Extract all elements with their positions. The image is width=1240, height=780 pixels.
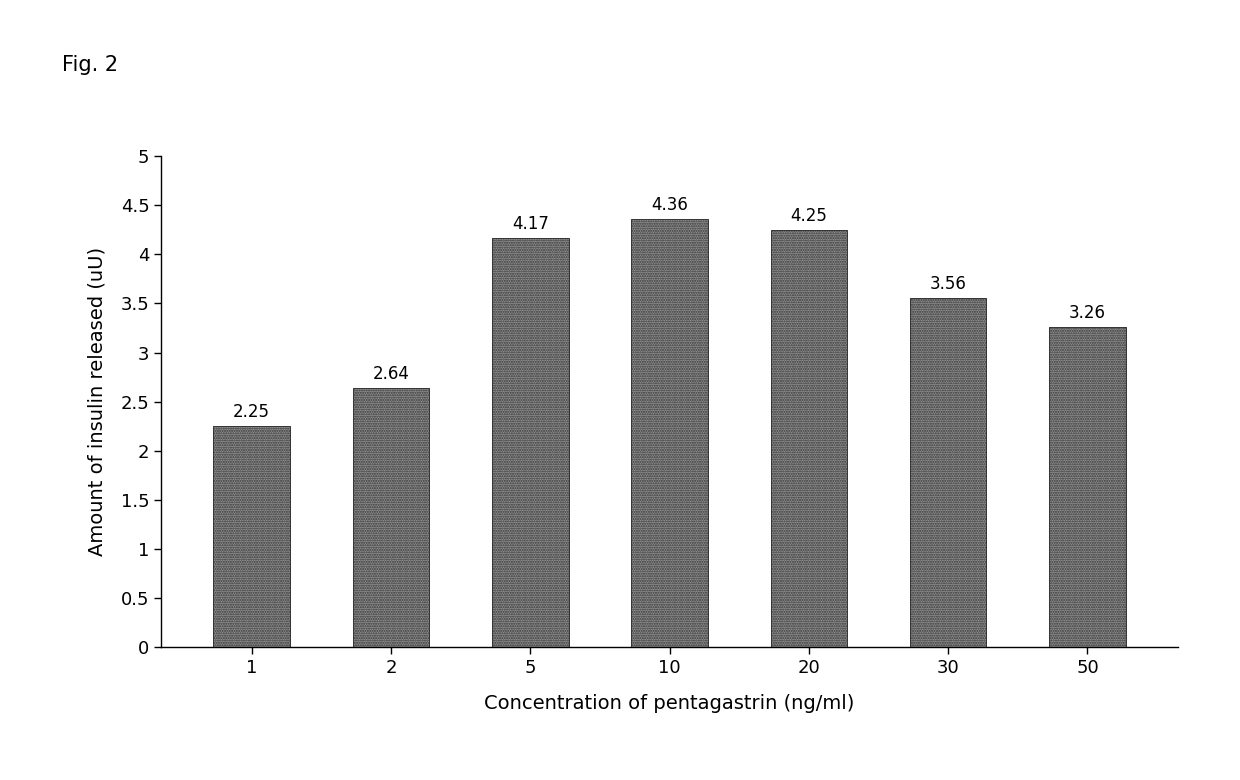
Text: 4.25: 4.25 (790, 207, 827, 225)
Bar (352, 388, 429, 647)
Y-axis label: Amount of insulin released (uU): Amount of insulin released (uU) (88, 247, 107, 556)
Text: 4.36: 4.36 (651, 196, 688, 214)
Text: 3.26: 3.26 (1069, 304, 1106, 322)
Bar (910, 297, 987, 647)
Bar (770, 230, 847, 647)
Text: 3.56: 3.56 (930, 275, 967, 292)
Text: 2.64: 2.64 (372, 365, 409, 383)
Text: 2.25: 2.25 (233, 403, 270, 421)
Bar (213, 426, 290, 647)
Bar (492, 238, 569, 647)
Text: 4.17: 4.17 (512, 215, 549, 232)
Bar (631, 219, 708, 647)
Text: Fig. 2: Fig. 2 (62, 55, 118, 75)
Bar (1049, 327, 1126, 647)
X-axis label: Concentration of pentagastrin (ng/ml): Concentration of pentagastrin (ng/ml) (485, 694, 854, 713)
